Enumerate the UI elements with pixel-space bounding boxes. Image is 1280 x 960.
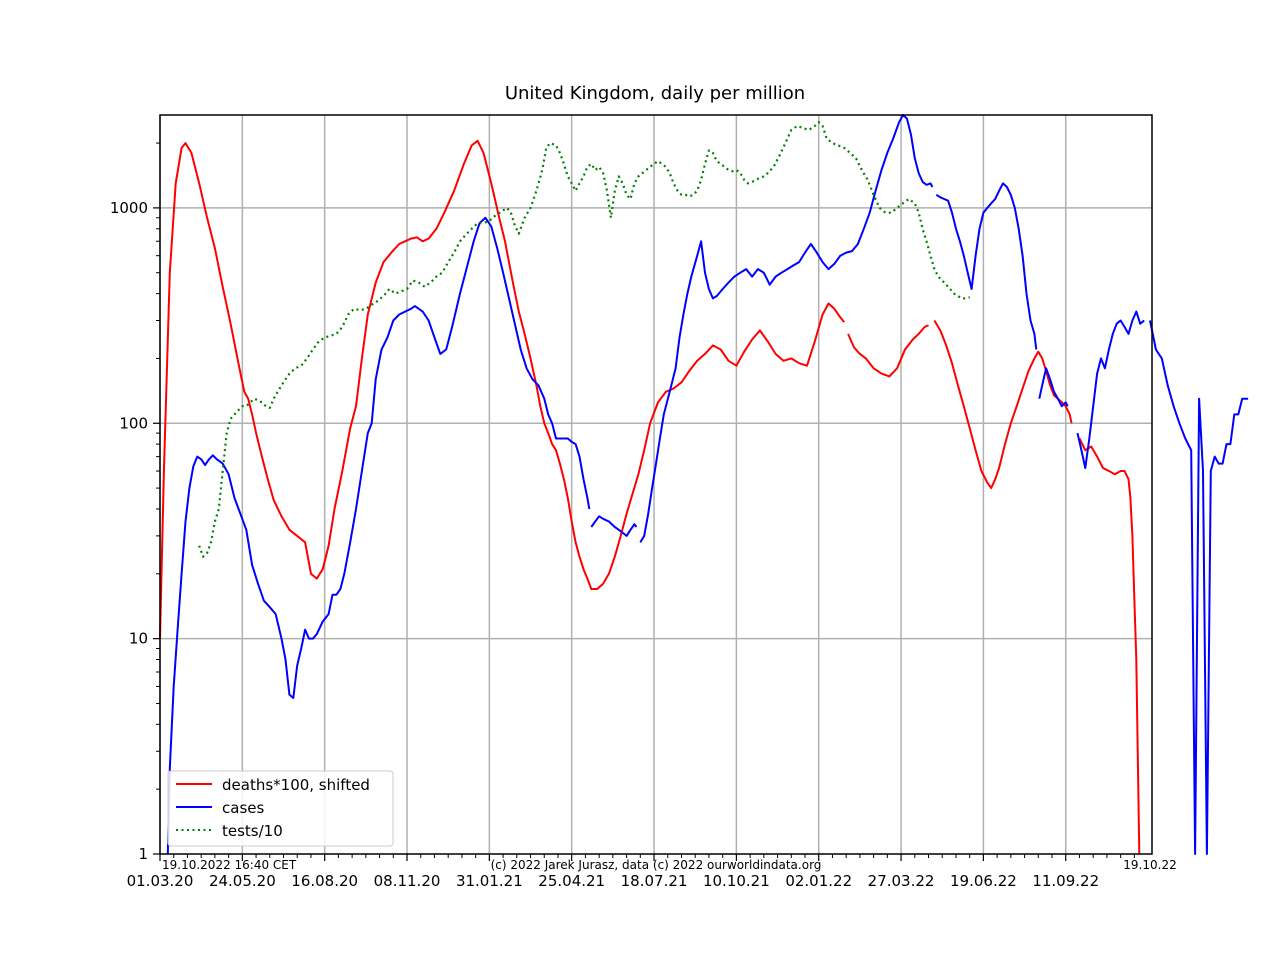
y-tick-label: 10 — [129, 630, 148, 648]
x-tick-label: 25.04.21 — [538, 872, 605, 890]
y-tick-label: 1000 — [110, 199, 148, 217]
x-tick-label: 27.03.22 — [868, 872, 935, 890]
legend-label-cases: cases — [222, 799, 264, 817]
series-deaths-line — [933, 319, 1073, 490]
series-cases-line — [1149, 320, 1249, 855]
legend-box — [167, 770, 394, 847]
grid-layer — [159, 115, 1152, 854]
series-deaths-line — [159, 139, 845, 639]
series-cases-line — [590, 515, 638, 537]
legend-label-tests: tests/10 — [222, 822, 283, 840]
x-tick-label: 31.01.21 — [456, 872, 523, 890]
y-tick-label: 100 — [119, 414, 148, 432]
series-deaths — [159, 139, 1141, 855]
footer-copyright: (c) 2022 Jarek Jurasz, data (c) 2022 our… — [491, 858, 822, 872]
x-tick-label: 02.01.22 — [785, 872, 852, 890]
series-cases-line — [166, 216, 591, 855]
series-cases-line — [935, 182, 1038, 350]
y-tick-label: 1 — [138, 845, 148, 863]
series-deaths-line — [1078, 438, 1141, 855]
x-tick-label: 10.10.21 — [703, 872, 770, 890]
x-tick-label: 16.08.20 — [291, 872, 358, 890]
x-tick-label: 11.09.22 — [1032, 872, 1099, 890]
footer-timestamp: 19.10.2022 16:40 CET — [162, 858, 297, 872]
footer-date: 19.10.22 — [1123, 858, 1176, 872]
series-cases-line — [1076, 310, 1145, 469]
legend: deaths*100, shifted cases tests/10 — [167, 770, 394, 847]
axis-layer: 01.03.20 24.05.20 16.08.20 08.11.20 31.01.21… — [110, 142, 1135, 890]
x-tick-label: 01.03.20 — [127, 872, 194, 890]
series-layer — [159, 114, 1249, 855]
x-tick-label: 19.06.22 — [950, 872, 1017, 890]
x-tick-label: 08.11.20 — [374, 872, 441, 890]
series-cases — [166, 114, 1249, 855]
series-cases-line — [639, 114, 934, 543]
plot-frame — [159, 114, 1153, 855]
series-cases-line — [1038, 367, 1069, 408]
x-tick-label: 18.07.21 — [621, 872, 688, 890]
legend-label-deaths: deaths*100, shifted — [222, 776, 370, 794]
series-deaths-line — [847, 324, 929, 378]
chart-title: United Kingdom, daily per million — [505, 83, 805, 104]
x-tick-label: 24.05.20 — [209, 872, 276, 890]
